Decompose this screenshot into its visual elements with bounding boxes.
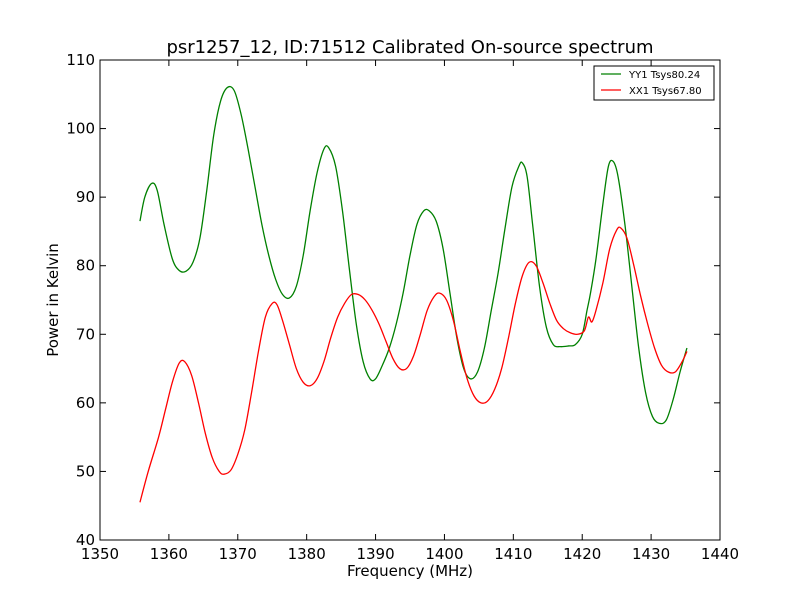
y-tick-label: 80 <box>76 257 95 275</box>
y-tick-label: 90 <box>76 188 95 206</box>
legend: YY1 Tsys80.24 XX1 Tsys67.80 <box>593 65 715 101</box>
x-axis-ticks: 1350 1360 1370 1380 1390 1400 1410 1420 1430 1440 <box>81 60 739 563</box>
chart-title: psr1257_12, ID:71512 Calibrated On-sourc… <box>166 37 653 58</box>
legend-label-yy1: YY1 Tsys80.24 <box>628 70 700 81</box>
x-tick-label: 1410 <box>494 545 532 563</box>
y-axis-ticks: 40 50 60 70 80 90 100 110 <box>66 51 720 549</box>
y-tick-label: 100 <box>66 120 95 138</box>
series-line-yy1 <box>139 85 688 425</box>
y-tick-label: 50 <box>76 462 95 480</box>
x-tick-label: 1390 <box>356 545 394 563</box>
x-tick-label: 1380 <box>288 545 326 563</box>
y-tick-label: 110 <box>66 51 95 69</box>
legend-box <box>593 65 715 101</box>
plot-area-frame <box>99 59 721 541</box>
x-tick-label: 1350 <box>81 545 119 563</box>
series-layer <box>139 85 688 503</box>
x-tick-label: 1400 <box>425 545 463 563</box>
y-axis-label: Power in Kelvin <box>44 243 62 357</box>
series-line-xx1 <box>139 226 688 503</box>
x-tick-label: 1440 <box>701 545 739 563</box>
y-tick-label: 70 <box>76 325 95 343</box>
x-tick-label: 1420 <box>563 545 601 563</box>
y-tick-label: 40 <box>76 531 95 549</box>
legend-label-xx1: XX1 Tsys67.80 <box>629 86 702 97</box>
x-tick-label: 1430 <box>632 545 670 563</box>
y-tick-label: 60 <box>76 394 95 412</box>
x-tick-label: 1370 <box>219 545 257 563</box>
x-tick-label: 1360 <box>150 545 188 563</box>
x-axis-label: Frequency (MHz) <box>347 562 473 580</box>
